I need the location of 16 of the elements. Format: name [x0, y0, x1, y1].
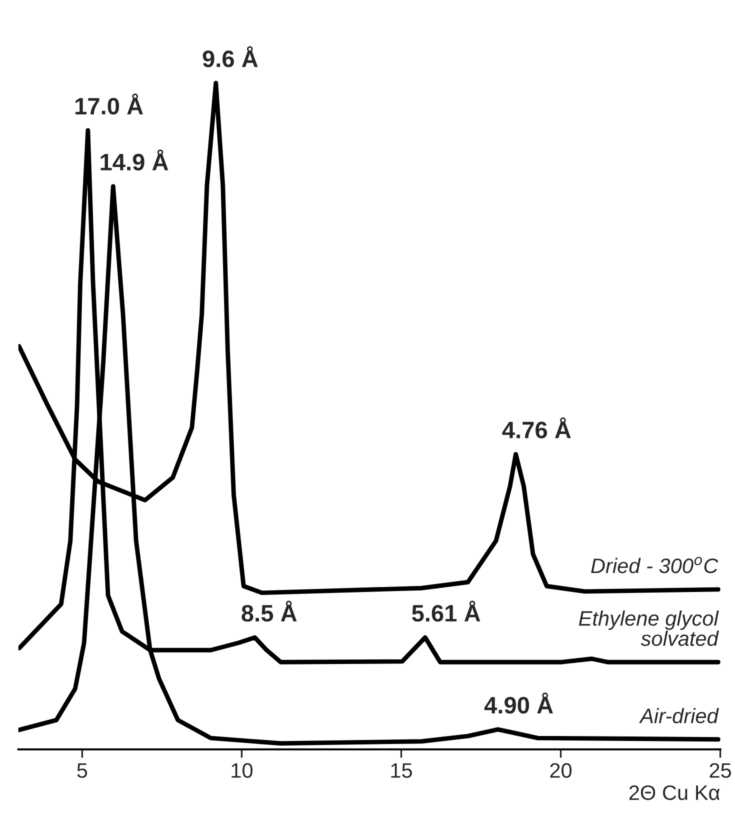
annotation: 9.6 Å	[202, 46, 258, 68]
annotation: 4.76 Å	[502, 417, 571, 438]
x-tick-label: 15	[391, 763, 412, 778]
annotation: 5.61 Å	[412, 600, 480, 622]
x-tick-label: 25	[710, 763, 732, 778]
x-tick-label: 5	[77, 763, 88, 778]
annotation: 8.5 Å	[242, 600, 297, 622]
series-label: Ethylene glycol solvated	[578, 610, 719, 646]
annotation: 14.9 Å	[100, 149, 168, 171]
annotation: 4.90 Å	[484, 692, 553, 714]
x-tick-label: 20	[550, 763, 572, 778]
x-tick-label: 10	[232, 763, 252, 778]
annotation: 17.0 Å	[76, 93, 143, 115]
series-label: Dried - 300$^{o}$C	[591, 556, 718, 574]
series-label: Air-dried	[639, 708, 719, 724]
x-axis-title: 2Θ Cu Kα	[629, 785, 720, 800]
